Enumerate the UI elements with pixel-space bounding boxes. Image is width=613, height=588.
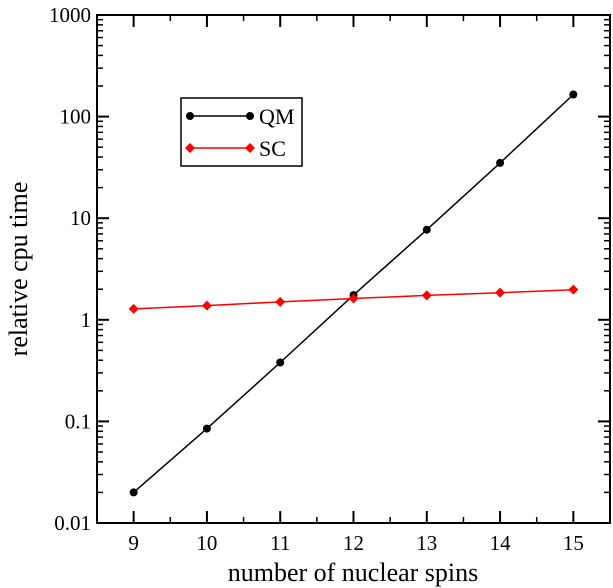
y-tick-label: 0.1 — [65, 409, 91, 433]
y-tick-label: 1000 — [49, 3, 91, 27]
legend-marker-qm — [246, 112, 254, 120]
x-tick-label: 14 — [490, 531, 512, 555]
y-axis-title: relative cpu time — [4, 182, 33, 357]
data-point-qm — [276, 358, 285, 367]
y-tick-labels: 0.01 0.1 1 10 100 1000 — [49, 3, 91, 535]
data-point-sc — [128, 303, 139, 314]
x-tick-labels: 9 10 11 12 13 14 15 — [128, 531, 583, 555]
axis-ticks — [96, 14, 611, 524]
plot-frame — [96, 14, 611, 524]
x-tick-label: 9 — [128, 531, 139, 555]
x-tick-label: 12 — [343, 531, 364, 555]
x-tick-label: 10 — [196, 531, 217, 555]
data-point-qm — [202, 424, 211, 433]
legend-label-qm: QM — [259, 104, 294, 129]
x-tick-label: 11 — [270, 531, 290, 555]
x-tick-label: 15 — [563, 531, 584, 555]
legend: QM SC — [180, 97, 303, 167]
y-tick-label: 0.01 — [54, 511, 91, 535]
legend-label-sc: SC — [259, 136, 286, 161]
legend-marker-sc — [185, 143, 195, 153]
legend-marker-sc — [245, 143, 255, 153]
data-point-qm — [129, 488, 138, 497]
data-point-qm — [496, 158, 505, 167]
data-point-sc — [201, 300, 212, 311]
x-tick-label: 13 — [416, 531, 437, 555]
data-point-sc — [568, 284, 579, 295]
legend-box — [180, 97, 303, 167]
series-layer — [128, 90, 579, 497]
y-tick-label: 1 — [81, 308, 92, 332]
data-point-sc — [495, 287, 506, 298]
legend-marker-qm — [186, 112, 194, 120]
data-point-sc — [275, 296, 286, 307]
y-tick-label: 10 — [70, 206, 91, 230]
data-point-sc — [421, 290, 432, 301]
data-point-qm — [569, 90, 578, 99]
data-point-qm — [422, 225, 431, 234]
y-tick-label: 100 — [60, 105, 92, 129]
data-point-sc — [348, 293, 359, 304]
x-axis-title: number of nuclear spins — [228, 558, 479, 587]
